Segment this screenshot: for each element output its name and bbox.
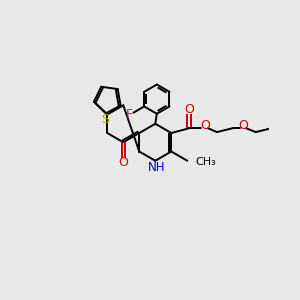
- Text: NH: NH: [148, 161, 166, 174]
- Text: F: F: [126, 108, 133, 122]
- Text: O: O: [118, 156, 128, 169]
- Text: CH₃: CH₃: [195, 157, 216, 166]
- Text: O: O: [200, 119, 210, 132]
- Text: S: S: [101, 113, 109, 126]
- Text: O: O: [238, 119, 248, 132]
- Text: O: O: [184, 103, 194, 116]
